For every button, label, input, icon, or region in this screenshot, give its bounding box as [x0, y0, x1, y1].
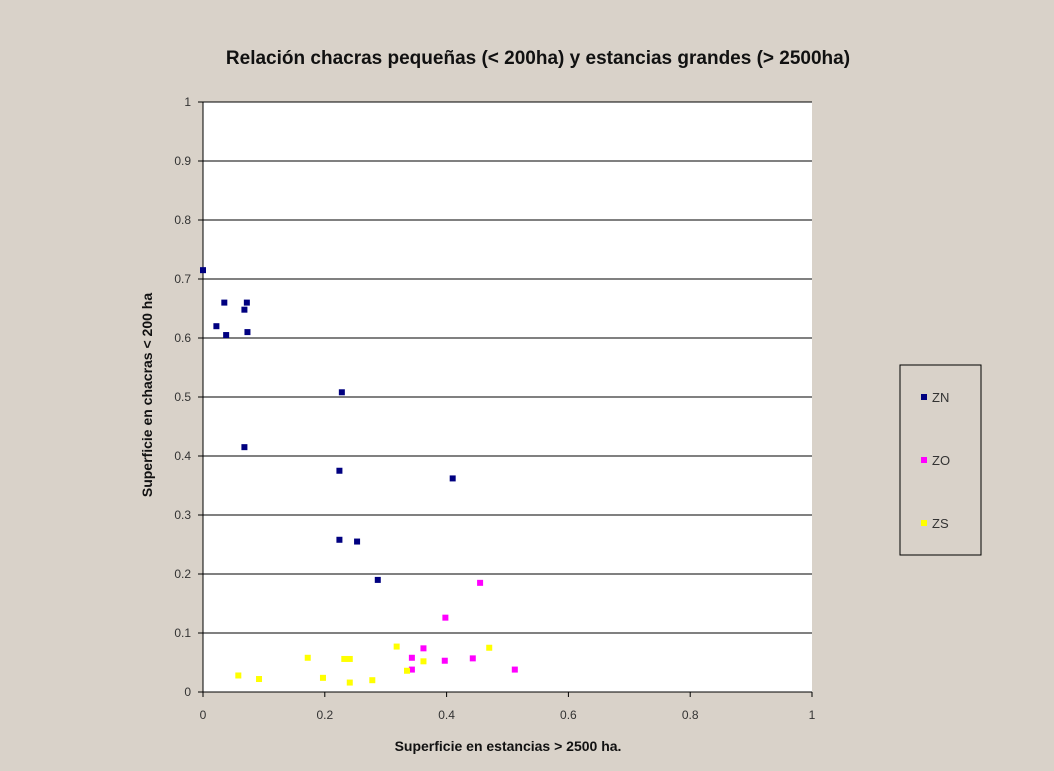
data-point-zs	[420, 658, 427, 665]
y-tick-label: 0.6	[174, 331, 191, 345]
x-axis-label: Superficie en estancias > 2500 ha.	[395, 738, 622, 754]
y-tick-label: 0	[184, 685, 191, 699]
data-point-zs	[346, 655, 353, 662]
y-tick-label: 0.1	[174, 626, 191, 640]
data-point-zs	[369, 677, 376, 684]
x-tick-label: 0.2	[316, 708, 333, 722]
data-point-zs	[404, 667, 411, 674]
legend-label-zo: ZO	[932, 453, 950, 468]
data-point-zn	[241, 444, 248, 451]
data-point-zn	[223, 332, 230, 339]
data-point-zn	[449, 475, 456, 482]
x-tick-label: 1	[809, 708, 816, 722]
data-point-zn	[244, 329, 251, 336]
x-tick-label: 0	[200, 708, 207, 722]
legend-marker-zs	[921, 520, 927, 526]
data-point-zo	[408, 666, 415, 673]
data-point-zn	[243, 299, 250, 306]
y-tick-label: 0.9	[174, 154, 191, 168]
y-tick-label: 0.5	[174, 390, 191, 404]
x-axis-ticks: 0 0.2 0.4 0.6 0.8 1	[200, 692, 816, 722]
data-points	[200, 267, 518, 686]
y-tick-label: 1	[184, 95, 191, 109]
y-tick-label: 0.7	[174, 272, 191, 286]
grid-lines	[203, 101, 812, 634]
chart-title: Relación chacras pequeñas (< 200ha) y es…	[226, 48, 850, 69]
x-tick-label: 0.4	[438, 708, 455, 722]
data-point-zn	[354, 538, 361, 545]
data-point-zs	[319, 674, 326, 681]
data-point-zo	[408, 654, 415, 661]
y-axis-label: Superficie en chacras < 200 ha	[139, 293, 155, 497]
y-axis-ticks: 0 0.1 0.2 0.3 0.4 0.5 0.6 0.7 0.8 0.9 1	[174, 95, 203, 699]
x-tick-label: 0.6	[560, 708, 577, 722]
y-tick-label: 0.2	[174, 567, 191, 581]
data-point-zs	[304, 654, 311, 661]
data-point-zo	[442, 614, 449, 621]
data-point-zn	[221, 299, 228, 306]
legend-box	[899, 364, 982, 556]
data-point-zn	[374, 576, 381, 583]
data-point-zn	[338, 389, 345, 396]
legend-marker-zo	[921, 457, 927, 463]
legend-marker-zn	[921, 394, 927, 400]
data-point-zn	[241, 306, 248, 313]
legend-label-zn: ZN	[932, 390, 949, 405]
data-point-zn	[336, 467, 343, 474]
data-point-zn	[213, 323, 220, 330]
y-tick-label: 0.8	[174, 213, 191, 227]
y-tick-label: 0.4	[174, 449, 191, 463]
data-point-zs	[486, 644, 493, 651]
data-point-zo	[469, 655, 476, 662]
y-tick-label: 0.3	[174, 508, 191, 522]
data-point-zs	[235, 672, 242, 679]
legend: ZN ZO ZS	[899, 364, 982, 556]
data-point-zs	[393, 643, 400, 650]
data-point-zn	[336, 536, 343, 543]
data-point-zs	[256, 676, 263, 683]
data-point-zo	[420, 645, 427, 652]
data-point-zo	[511, 666, 518, 673]
data-point-zs	[346, 679, 353, 686]
data-point-zs	[341, 655, 348, 662]
data-point-zo	[441, 657, 448, 664]
data-point-zo	[477, 579, 484, 586]
x-tick-label: 0.8	[682, 708, 699, 722]
legend-label-zs: ZS	[932, 516, 949, 531]
data-point-zn	[200, 267, 206, 274]
